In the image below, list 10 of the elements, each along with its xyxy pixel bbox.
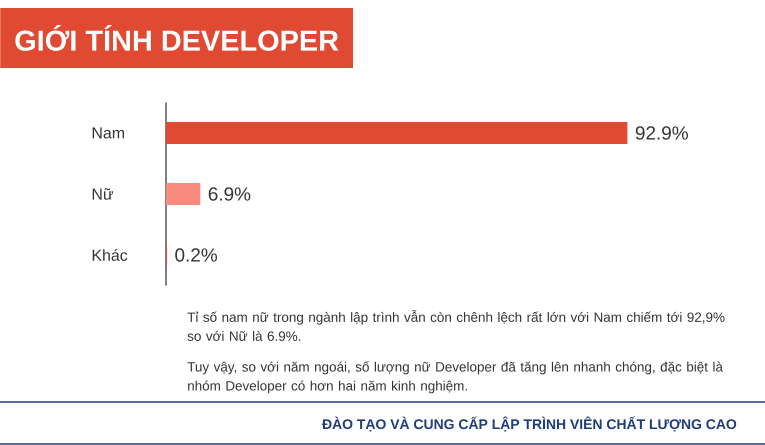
y-tick-label: Khác: [92, 249, 128, 261]
data-label: 0.2%: [175, 248, 217, 262]
text: Tuy vậy, so với năm ngoái, số lượng nữ Developer đã tăng lên nhanh chóng, đặc biệt là nhóm Developer có hơn hai năm kinh nghiệm.: [188, 361, 723, 394]
text: Tỉ số nam nữ trong ngành lập trình vẫn còn chênh lệch rất lớn với Nam chiếm tới 92,9% so với Nữ là 6.9%.: [188, 310, 724, 341]
y-tick-label: Nữ: [92, 188, 114, 200]
data-label: 6.9%: [208, 187, 250, 201]
text: ĐÀO TẠO VÀ CUNG CẤP LẬP TRÌNH VIÊN CHẤT LƯỢNG CAO: [322, 416, 736, 432]
chart-title: GIỚI TÍNH DEVELOPER: [15, 25, 338, 51]
y-tick-label: Nam: [92, 127, 124, 139]
data-label: 92.9%: [636, 126, 688, 140]
